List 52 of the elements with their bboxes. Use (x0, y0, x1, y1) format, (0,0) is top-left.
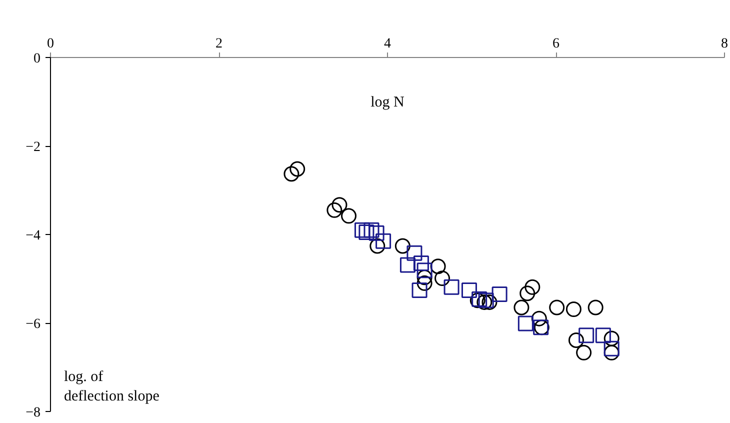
x-tick-label: 8 (721, 36, 728, 52)
point (400, 257, 416, 273)
y-tick-label: −6 (26, 317, 41, 332)
point (492, 286, 508, 302)
x-tick-label: 4 (384, 36, 391, 52)
point (549, 300, 565, 316)
y-tick-label: −2 (26, 140, 41, 155)
point (444, 279, 460, 295)
x-tick-label: 0 (47, 36, 54, 52)
point (482, 294, 498, 310)
point (326, 202, 342, 218)
point (595, 328, 611, 344)
x-tick-label: 2 (216, 36, 222, 52)
point (364, 222, 380, 238)
point (416, 275, 432, 291)
y-tick-label: −8 (26, 406, 41, 420)
point (531, 310, 547, 326)
point (416, 270, 432, 286)
x-tick-label: 6 (552, 36, 560, 52)
point (416, 262, 432, 278)
y-tick-label: −4 (26, 228, 41, 244)
point (413, 256, 429, 272)
point (576, 344, 592, 360)
point (376, 233, 392, 249)
point (354, 222, 370, 238)
point (518, 316, 534, 332)
y-axis-title: log. of deflection slope (64, 369, 160, 404)
point (604, 340, 620, 356)
point (524, 279, 540, 295)
point (340, 208, 356, 224)
x-axis-title: log N (370, 94, 405, 111)
point (588, 300, 604, 316)
point (461, 282, 477, 298)
point (430, 258, 446, 274)
point (332, 197, 348, 213)
point (520, 286, 536, 302)
point (406, 245, 422, 261)
point (358, 224, 374, 240)
point (368, 225, 384, 241)
point (568, 332, 584, 348)
point (578, 328, 594, 344)
point (566, 302, 582, 318)
y-tick-label: 0 (34, 52, 40, 66)
point (434, 270, 450, 286)
point (290, 161, 306, 177)
point (604, 344, 620, 360)
point (514, 300, 530, 316)
point (284, 166, 300, 182)
point (370, 238, 386, 254)
point (604, 330, 620, 346)
point (394, 238, 410, 254)
point (412, 282, 428, 298)
